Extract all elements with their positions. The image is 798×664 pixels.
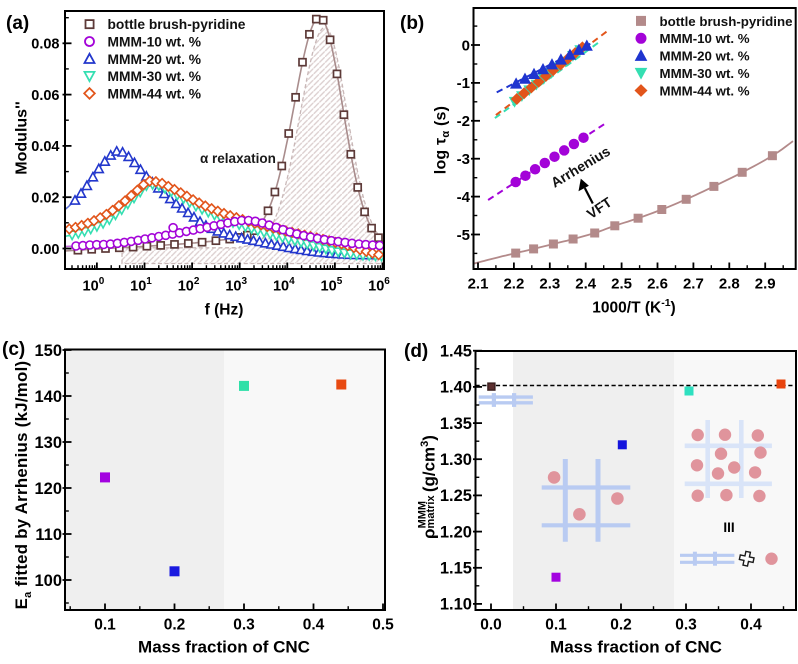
svg-text:0.3: 0.3: [675, 617, 697, 634]
svg-text:f (Hz): f (Hz): [205, 302, 244, 319]
svg-text:0.3: 0.3: [233, 617, 255, 634]
svg-text:0.00: 0.00: [31, 242, 59, 258]
svg-text:MMM-10 wt. %: MMM-10 wt. %: [108, 35, 202, 50]
svg-text:0.2: 0.2: [610, 617, 632, 634]
svg-text:2.2: 2.2: [503, 276, 524, 293]
svg-text:1.30: 1.30: [440, 451, 472, 469]
svg-text:-1: -1: [457, 75, 470, 92]
svg-text:Mass fraction of CNC: Mass fraction of CNC: [550, 638, 722, 657]
svg-text:MMM-20 wt. %: MMM-20 wt. %: [108, 52, 202, 67]
svg-text:(b): (b): [400, 13, 424, 34]
svg-text:MMM-44 wt. %: MMM-44 wt. %: [108, 86, 202, 101]
svg-text:MMM-30 wt. %: MMM-30 wt. %: [108, 69, 202, 84]
svg-text:2.3: 2.3: [539, 276, 560, 293]
svg-text:ρmatrixMMM (g/cm3): ρmatrixMMM (g/cm3): [417, 435, 439, 539]
svg-text:Mass fraction of CNC: Mass fraction of CNC: [138, 638, 310, 657]
svg-text:120: 120: [34, 480, 62, 498]
svg-text:bottle brush-pyridine: bottle brush-pyridine: [108, 17, 246, 32]
svg-text:-5: -5: [457, 227, 470, 244]
svg-text:(c): (c): [2, 339, 25, 360]
svg-text:MMM-30 wt. %: MMM-30 wt. %: [660, 66, 750, 81]
svg-text:α relaxation: α relaxation: [200, 151, 276, 166]
svg-text:III: III: [723, 520, 734, 535]
svg-text:1.40: 1.40: [440, 379, 472, 397]
svg-text:-4: -4: [457, 189, 471, 206]
svg-text:110: 110: [35, 526, 62, 544]
svg-text:0.08: 0.08: [31, 37, 59, 53]
svg-text:0.0: 0.0: [480, 617, 502, 634]
svg-text:(a): (a): [6, 13, 29, 34]
svg-text:0: 0: [462, 37, 470, 54]
svg-text:1.45: 1.45: [440, 343, 472, 361]
svg-text:130: 130: [34, 434, 62, 452]
svg-text:0.02: 0.02: [31, 191, 59, 207]
svg-text:100: 100: [34, 572, 62, 590]
svg-text:2.9: 2.9: [755, 276, 776, 293]
svg-text:0.2: 0.2: [164, 617, 186, 634]
svg-text:1.20: 1.20: [440, 523, 472, 541]
svg-text:Ea fitted by Arrhenius (kJ/mo: Ea fitted by Arrhenius (kJ/mol): [12, 361, 34, 610]
svg-text:0.4: 0.4: [740, 617, 762, 634]
svg-text:0.04: 0.04: [31, 139, 59, 155]
svg-text:0.06: 0.06: [31, 88, 59, 104]
svg-text:2.5: 2.5: [611, 276, 632, 293]
svg-text:140: 140: [34, 388, 62, 406]
svg-text:Modulus'': Modulus'': [14, 101, 31, 174]
svg-text:MMM-20 wt. %: MMM-20 wt. %: [660, 49, 750, 64]
svg-text:-2: -2: [457, 113, 470, 130]
svg-text:2.8: 2.8: [719, 276, 740, 293]
svg-text:(d): (d): [404, 341, 428, 362]
svg-text:2.6: 2.6: [647, 276, 668, 293]
svg-text:-3: -3: [457, 151, 470, 168]
svg-text:1000/T (K-1): 1000/T (K-1): [592, 297, 675, 317]
svg-text:1.25: 1.25: [440, 487, 472, 505]
svg-text:2.7: 2.7: [683, 276, 704, 293]
svg-text:log τα (s): log τα (s): [433, 106, 453, 174]
svg-text:bottle brush-pyridine: bottle brush-pyridine: [660, 14, 793, 29]
svg-text:2.4: 2.4: [575, 276, 597, 293]
svg-text:1.10: 1.10: [440, 596, 472, 614]
svg-text:0.1: 0.1: [94, 617, 116, 634]
svg-text:1.35: 1.35: [440, 415, 472, 433]
svg-text:150: 150: [34, 342, 62, 360]
svg-text:MMM-10 wt. %: MMM-10 wt. %: [660, 31, 750, 46]
svg-text:MMM-44 wt. %: MMM-44 wt. %: [660, 83, 750, 98]
svg-text:1.15: 1.15: [440, 560, 472, 578]
svg-text:0.1: 0.1: [545, 617, 567, 634]
svg-text:2.1: 2.1: [468, 276, 489, 293]
svg-text:0.4: 0.4: [303, 617, 325, 634]
svg-text:0.5: 0.5: [372, 617, 394, 634]
